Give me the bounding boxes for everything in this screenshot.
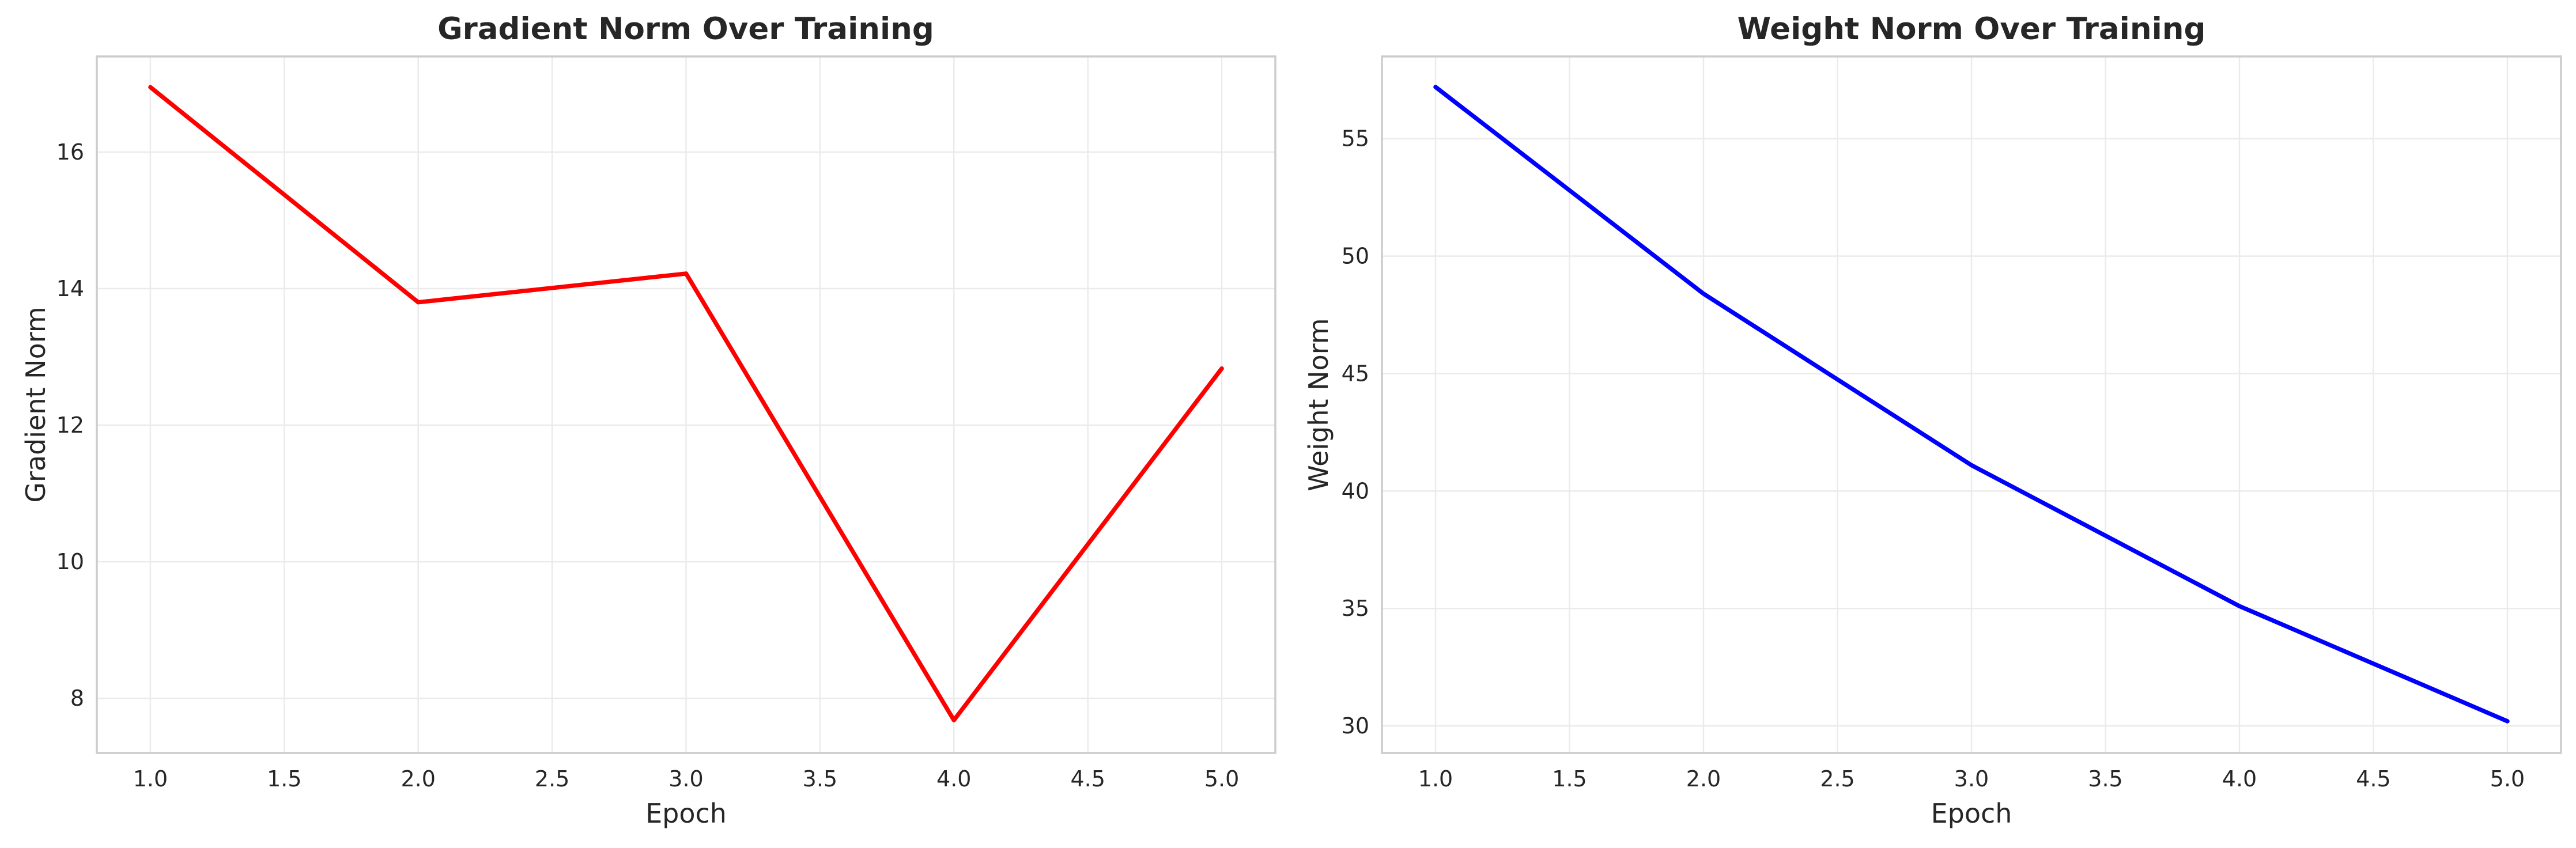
data-point	[2505, 719, 2510, 724]
y-tick-label: 35	[1342, 596, 1369, 621]
x-tick-label: 2.0	[1686, 766, 1721, 792]
data-point	[1219, 366, 1224, 371]
chart-panel-1: 1.0 1.5 2.0 2.5 3.0 3.5 4.0 4.5 5.0 8 10 12 14 16 Grad…	[20, 12, 1276, 829]
chart-title: Weight Norm Over Training	[1738, 12, 2206, 47]
x-tick-label: 2.0	[401, 766, 436, 792]
x-tick-label: 4.0	[936, 766, 971, 792]
x-tick-label: 1.5	[1552, 766, 1587, 792]
x-axis-label: Epoch	[645, 798, 727, 829]
chart-title: Gradient Norm Over Training	[437, 12, 934, 47]
x-tick-label: 5.0	[1204, 766, 1239, 792]
data-point	[951, 718, 956, 722]
data-point	[1433, 85, 1438, 89]
data-point	[416, 300, 421, 305]
y-tick-label: 14	[56, 276, 84, 301]
x-axis-label: Epoch	[1931, 798, 2012, 829]
y-tick-label: 10	[56, 549, 84, 574]
y-tick-label: 55	[1342, 126, 1369, 152]
x-tick-label: 5.0	[2490, 766, 2525, 792]
y-tick-label: 16	[56, 139, 84, 165]
x-tick-label: 1.0	[1418, 766, 1453, 792]
chart-panel-2: 1.0 1.5 2.0 2.5 3.0 3.5 4.0 4.5 5.0 30 35 40 45 50 55 W…	[1303, 12, 2562, 829]
x-tick-label: 4.5	[1070, 766, 1105, 792]
y-axis-label: Weight Norm	[1303, 318, 1334, 491]
x-tick-label: 4.0	[2222, 766, 2257, 792]
y-tick-label: 8	[70, 686, 84, 711]
x-tick-label: 3.0	[1954, 766, 1989, 792]
y-tick-label: 45	[1342, 361, 1369, 386]
x-tick-label: 1.0	[133, 766, 168, 792]
y-tick-label: 30	[1342, 713, 1369, 739]
data-point	[148, 85, 153, 89]
x-tick-label: 3.0	[668, 766, 703, 792]
y-tick-label: 12	[56, 412, 84, 438]
x-tick-label: 4.5	[2356, 766, 2390, 792]
data-point	[684, 271, 688, 276]
y-tick-label: 40	[1342, 478, 1369, 504]
data-point	[1701, 292, 1706, 296]
plot-area-frame	[96, 55, 1276, 754]
data-point	[1969, 463, 1974, 467]
data-point	[2237, 604, 2242, 608]
plot-area-frame	[1381, 55, 2562, 754]
x-tick-label: 1.5	[267, 766, 301, 792]
x-tick-label: 2.5	[535, 766, 569, 792]
x-tick-label: 2.5	[1820, 766, 1854, 792]
y-axis-label: Gradient Norm	[20, 306, 51, 502]
x-tick-label: 3.5	[803, 766, 837, 792]
y-tick-label: 50	[1342, 244, 1369, 269]
x-tick-label: 3.5	[2088, 766, 2122, 792]
